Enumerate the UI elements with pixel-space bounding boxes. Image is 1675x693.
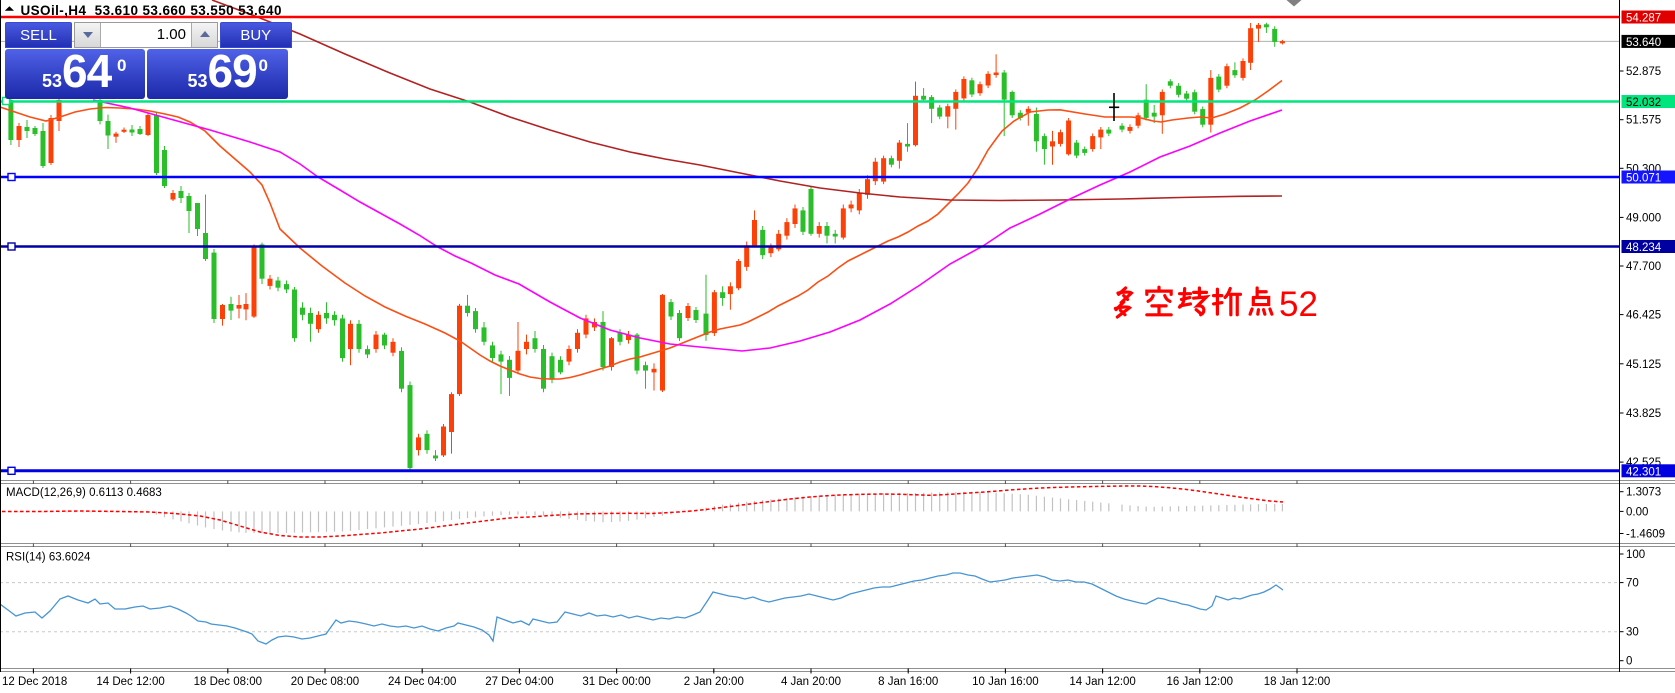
- svg-text:4 Jan 20:00: 4 Jan 20:00: [781, 676, 841, 688]
- svg-text:14 Jan 12:00: 14 Jan 12:00: [1069, 676, 1136, 688]
- svg-text:18 Jan 12:00: 18 Jan 12:00: [1264, 676, 1331, 688]
- svg-text:18 Dec 08:00: 18 Dec 08:00: [194, 676, 262, 688]
- svg-text:10 Jan 16:00: 10 Jan 16:00: [972, 676, 1039, 688]
- svg-text:100: 100: [1626, 549, 1645, 561]
- svg-text:51.575: 51.575: [1626, 115, 1661, 127]
- svg-text:8 Jan 16:00: 8 Jan 16:00: [878, 676, 938, 688]
- svg-text:USOil-,H4 53.610 53.660 53.55: USOil-,H4 53.610 53.660 53.550 53.640: [21, 3, 282, 18]
- svg-text:70: 70: [1626, 578, 1639, 590]
- svg-text:52.032: 52.032: [1626, 97, 1661, 109]
- svg-text:1.3073: 1.3073: [1626, 487, 1661, 499]
- svg-text:43.825: 43.825: [1626, 408, 1661, 420]
- svg-text:50.071: 50.071: [1626, 173, 1661, 185]
- svg-text:24 Dec 04:00: 24 Dec 04:00: [388, 676, 456, 688]
- svg-text:27 Dec 04:00: 27 Dec 04:00: [485, 676, 553, 688]
- svg-text:54.287: 54.287: [1626, 13, 1661, 25]
- svg-text:31 Dec 00:00: 31 Dec 00:00: [582, 676, 650, 688]
- svg-text:49.000: 49.000: [1626, 212, 1661, 224]
- svg-text:30: 30: [1626, 627, 1639, 639]
- svg-text:45.125: 45.125: [1626, 359, 1661, 371]
- svg-text:0: 0: [1626, 656, 1632, 668]
- svg-text:48.234: 48.234: [1626, 242, 1662, 254]
- svg-text:46.425: 46.425: [1626, 310, 1661, 322]
- svg-text:52: 52: [1279, 285, 1318, 324]
- svg-text:12 Dec 2018: 12 Dec 2018: [2, 676, 67, 688]
- svg-text:20 Dec 08:00: 20 Dec 08:00: [291, 676, 359, 688]
- svg-text:53.640: 53.640: [1626, 37, 1661, 49]
- svg-text:42.301: 42.301: [1626, 466, 1661, 478]
- svg-text:14 Dec 12:00: 14 Dec 12:00: [96, 676, 164, 688]
- svg-text:2 Jan 20:00: 2 Jan 20:00: [684, 676, 744, 688]
- svg-text:RSI(14) 63.6024: RSI(14) 63.6024: [6, 552, 91, 564]
- svg-text:47.700: 47.700: [1626, 261, 1661, 273]
- svg-text:MACD(12,26,9) 0.6113 0.4683: MACD(12,26,9) 0.6113 0.4683: [6, 487, 162, 499]
- svg-text:52.875: 52.875: [1626, 66, 1661, 78]
- svg-text:16 Jan 12:00: 16 Jan 12:00: [1167, 676, 1234, 688]
- svg-text:-1.4609: -1.4609: [1626, 529, 1665, 541]
- svg-text:0.00: 0.00: [1626, 506, 1648, 518]
